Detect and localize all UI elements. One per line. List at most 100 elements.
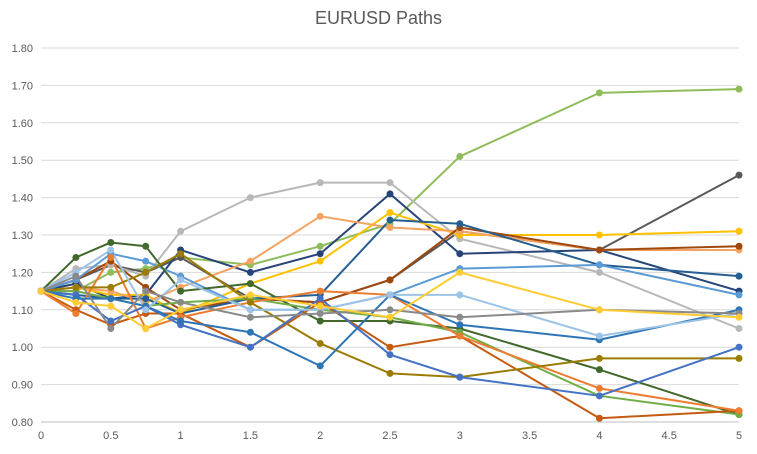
data-point [177,287,185,295]
data-point [595,354,603,362]
data-point [316,179,324,187]
data-point [142,257,150,265]
data-point [107,246,115,254]
data-point [735,227,743,235]
x-tick-label: 2.5 [382,430,397,442]
data-point [246,291,254,299]
data-point [735,343,743,351]
series-points [37,85,743,422]
data-point [107,238,115,246]
data-point [246,298,254,306]
data-point [456,332,464,340]
y-tick-labels: 0.80 0.90 1.00 1.10 1.20 1.30 1.40 1.50 1.60 1.70… [12,43,33,429]
data-point [246,313,254,321]
data-point [246,268,254,276]
data-point [595,261,603,269]
y-tick-label: 0.80 [12,417,33,429]
data-point [107,325,115,332]
data-point [595,89,603,97]
data-point [735,291,743,299]
x-tick-label: 4 [596,430,602,442]
data-point [595,332,603,340]
data-point [316,362,324,370]
data-point [177,276,185,284]
data-point [177,250,185,258]
data-point [246,306,254,314]
data-point [107,317,115,325]
series-lines [40,88,740,420]
data-point [595,306,603,314]
y-tick-label: 1.20 [12,267,33,279]
data-point [595,414,603,422]
data-point [456,268,464,276]
y-tick-label: 1.80 [12,43,33,55]
data-point [386,313,394,321]
data-point [316,287,324,295]
data-point [246,343,254,351]
data-point [316,302,324,310]
data-point [177,227,185,235]
data-point [107,302,115,310]
data-point [316,310,324,318]
data-point [386,179,394,187]
y-tick-label: 0.90 [12,380,33,392]
data-point [735,171,743,179]
data-point [107,253,115,261]
data-point [456,321,464,329]
data-point [72,272,80,280]
data-point [595,384,603,392]
data-point [456,291,464,299]
data-point [177,306,185,314]
y-tick-label: 1.00 [12,342,33,354]
data-point [316,295,324,303]
data-point [177,298,185,306]
data-point [735,85,743,93]
x-tick-label: 3.5 [522,430,537,442]
data-point [177,317,185,325]
x-tick-label: 1.5 [243,430,258,442]
data-point [386,190,394,198]
data-point [142,287,150,295]
data-point [735,272,743,280]
data-point [316,257,324,265]
data-point [72,283,80,291]
data-point [316,250,324,258]
data-point [386,224,394,232]
data-point [142,295,150,303]
data-point [386,276,394,284]
y-tick-label: 1.30 [12,230,33,242]
data-point [386,209,394,217]
data-point [142,306,150,314]
data-point [316,212,324,220]
data-point [735,242,743,250]
data-point [107,268,115,276]
gridlines [41,47,739,386]
data-point [456,313,464,321]
y-tick-label: 1.50 [12,155,33,167]
x-tick-label: 3 [457,430,463,442]
data-point [456,220,464,228]
data-point [316,242,324,250]
x-tick-label: 1 [178,430,184,442]
y-tick-label: 1.60 [12,118,33,130]
x-tick-label: 4.5 [662,430,677,442]
data-point [386,343,394,351]
data-point [72,310,80,318]
data-point [246,328,254,336]
data-point [595,231,603,239]
data-point [386,369,394,377]
data-point [735,407,743,415]
x-tick-label: 0.5 [103,430,118,442]
data-point [386,216,394,224]
x-tick-label: 5 [736,430,742,442]
data-point [246,257,254,265]
y-tick-label: 1.70 [12,80,33,92]
data-point [595,268,603,276]
data-point [142,325,150,332]
data-point [595,392,603,400]
data-point [735,354,743,362]
data-point [246,280,254,288]
chart-title: EURUSD Paths [314,8,443,28]
